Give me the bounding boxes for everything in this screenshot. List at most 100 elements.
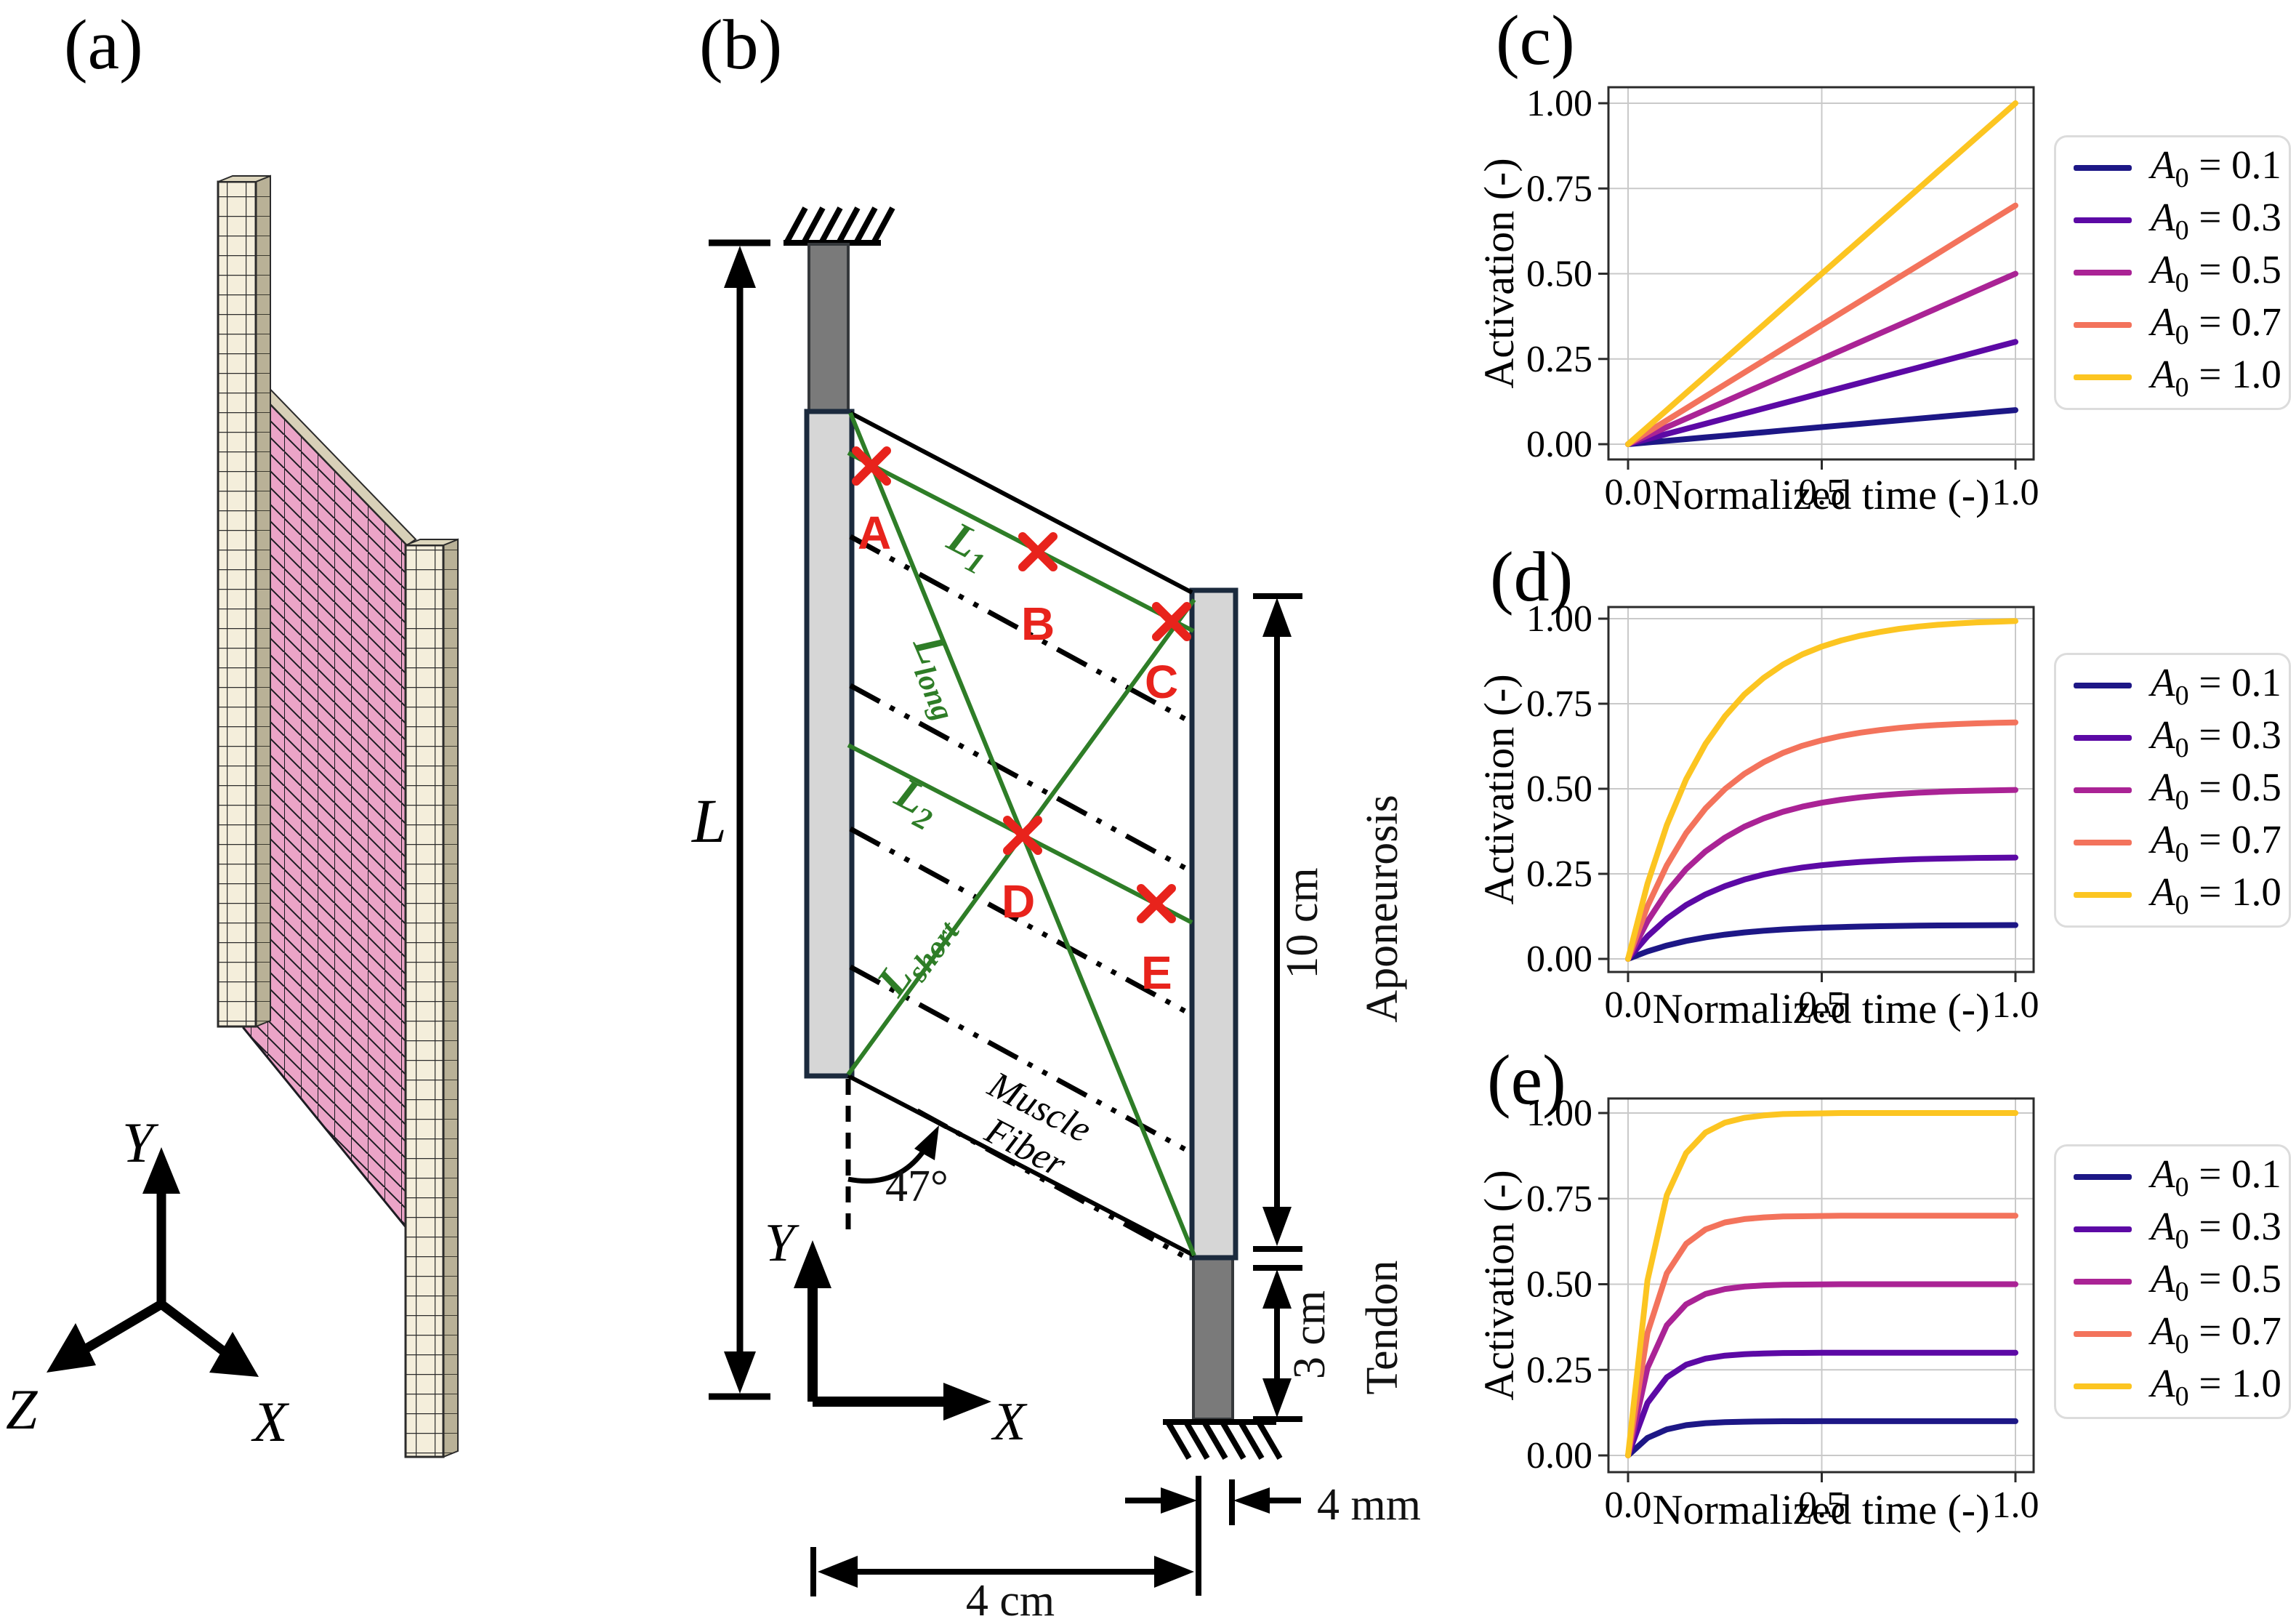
point-label-E: E xyxy=(1141,947,1172,999)
legend-label: A0 = 0.1 xyxy=(2151,142,2281,193)
y-tick-label: 0.00 xyxy=(1526,1435,1592,1477)
right-aponeurosis-strip xyxy=(1189,587,1238,1261)
legend-swatch-line xyxy=(2074,1226,2132,1232)
legend-swatch-line xyxy=(2074,1331,2132,1337)
legend-item: A0 = 0.3 xyxy=(2056,1203,2289,1256)
dimension-4cm-label: 4 cm xyxy=(966,1576,1055,1619)
panel-label-e: (e) xyxy=(1487,1041,1566,1120)
y-tick-label: 0.75 xyxy=(1526,683,1592,725)
y-tick-label: 0.25 xyxy=(1526,1349,1592,1391)
left-strip-side-face xyxy=(255,174,271,1028)
legend-chart-c: A0 = 0.1 A0 = 0.3 A0 = 0.5 A0 = 0.7 A0 = 1.0 xyxy=(2054,135,2291,410)
x-axis-label: Normalized time (-) xyxy=(1653,1486,1990,1533)
marker-D xyxy=(1003,816,1042,855)
series-line-2 xyxy=(1625,1281,2018,1458)
y-tick-label: 0.50 xyxy=(1526,1264,1592,1306)
dimension-4mm xyxy=(1125,1476,1301,1596)
legend-item: A0 = 0.1 xyxy=(2056,1151,2289,1203)
legend-chart-e: A0 = 0.1 A0 = 0.3 A0 = 0.5 A0 = 0.7 A0 = 1.0 xyxy=(2054,1144,2291,1419)
series-line-4 xyxy=(1625,1110,2018,1458)
y-tick-label: 1.00 xyxy=(1526,598,1592,640)
legend-swatch-line xyxy=(2074,270,2132,276)
series-line-4 xyxy=(1625,100,2018,447)
tendon-label: Tendon xyxy=(1358,1260,1407,1394)
tick-labels: 0.0 0.5 1.0 0.00 0.25 0.50 0.75 1.00 xyxy=(1526,598,2039,1026)
bottom-tendon-bar xyxy=(1192,1256,1234,1421)
legend-item: A0 = 0.7 xyxy=(2056,816,2289,869)
tick-marks xyxy=(1598,617,2017,982)
pennation-angle-value: 47° xyxy=(885,1162,948,1211)
muscle-fiber-lines xyxy=(849,534,1193,1264)
legend-item: A0 = 1.0 xyxy=(2056,869,2289,921)
legend-swatch-line xyxy=(2074,1174,2132,1180)
legend-item: A0 = 1.0 xyxy=(2056,1360,2289,1413)
bottom-support-hatch xyxy=(1163,1419,1283,1461)
panel-label-b: (b) xyxy=(699,6,783,84)
dimension-4mm-label: 4 mm xyxy=(1317,1480,1421,1530)
y-tick-label: 0.75 xyxy=(1526,168,1592,209)
y-tick-label: 1.00 xyxy=(1526,1093,1592,1134)
marker-E xyxy=(1137,884,1176,923)
legend-label: A0 = 1.0 xyxy=(2151,1361,2281,1412)
right-strip-side-face xyxy=(443,538,459,1458)
legend-swatch-line xyxy=(2074,892,2132,898)
right-strip-front-face xyxy=(404,544,445,1458)
x-tick-label: 1.0 xyxy=(1992,472,2039,513)
y-tick-label: 1.00 xyxy=(1526,83,1592,124)
muscle-top-edge xyxy=(849,411,1193,595)
legend-item: A0 = 0.3 xyxy=(2056,194,2289,246)
point-label-A: A xyxy=(858,507,891,559)
y-tick-label: 0.25 xyxy=(1526,339,1592,380)
legend-item: A0 = 0.1 xyxy=(2056,142,2289,194)
chart-d-activation-exponential: 0.0 0.5 1.0 0.00 0.25 0.50 0.75 1.00 Normalized … xyxy=(1475,598,2039,1032)
dimension-L xyxy=(709,239,770,1400)
point-label-D: D xyxy=(1002,875,1035,928)
x-tick-label: 0.0 xyxy=(1605,1485,1652,1526)
y-tick-label: 0.50 xyxy=(1526,768,1592,810)
legend-item: A0 = 0.7 xyxy=(2056,1308,2289,1360)
legend-swatch-line xyxy=(2074,1279,2132,1285)
series-line-3 xyxy=(1625,202,2018,447)
label-Lshort: Lshort xyxy=(867,901,967,1010)
panel-b-axis-label-y: Y xyxy=(765,1213,799,1273)
left-strip-top-cap xyxy=(217,175,271,182)
panel-b-axis-label-x: X xyxy=(991,1392,1028,1452)
label-Llong: Llong xyxy=(897,627,981,726)
series-line-3 xyxy=(1625,1213,2018,1458)
series-line-3 xyxy=(1625,719,2018,962)
marker-C xyxy=(1152,602,1191,641)
legend-label: A0 = 0.5 xyxy=(2151,765,2281,816)
panel-a-mesh-model: Y Z X xyxy=(6,174,459,1458)
series-line-0 xyxy=(1625,922,2018,962)
legend-label: A0 = 0.7 xyxy=(2151,1309,2281,1359)
legend-label: A0 = 0.5 xyxy=(2151,1256,2281,1307)
chart-c-activation-linear: 0.0 0.5 1.0 0.00 0.25 0.50 0.75 1.00 Normalized … xyxy=(1475,83,2039,518)
tick-labels: 0.0 0.5 1.0 0.00 0.25 0.50 0.75 1.00 xyxy=(1526,83,2039,513)
muscle-bottom-edge xyxy=(847,1074,1196,1258)
series-line-1 xyxy=(1625,854,2018,962)
dimension-4cm xyxy=(810,1547,1194,1596)
x-axis-label: Normalized time (-) xyxy=(1653,985,1990,1032)
y-axis-label: Activation (-) xyxy=(1475,674,1523,904)
legend-swatch-line xyxy=(2074,787,2132,793)
marker-B xyxy=(1018,532,1058,571)
top-tendon-bar xyxy=(807,243,850,413)
point-label-C: C xyxy=(1145,656,1178,708)
legend-swatch-line xyxy=(2074,1383,2132,1389)
label-L1: L1 xyxy=(936,513,1000,582)
point-label-B: B xyxy=(1021,598,1055,650)
legend-swatch-line xyxy=(2074,217,2132,223)
panel-b-schematic: L1 Llong L2 Lshort A B C D E Muscle Fibe… xyxy=(690,206,1421,1619)
series-line-1 xyxy=(1625,1349,2018,1458)
chart-e-activation-fast-exponential: 0.0 0.5 1.0 0.00 0.25 0.50 0.75 1.00 Normalized … xyxy=(1475,1093,2039,1533)
top-support-hatch xyxy=(784,206,895,246)
series-line-2 xyxy=(1625,270,2018,447)
muscle-fiber-text: Muscle Fiber xyxy=(978,1064,1098,1186)
right-strip-top-cap xyxy=(405,539,459,546)
legend-label: A0 = 0.3 xyxy=(2151,195,2281,246)
legend-swatch-line xyxy=(2074,735,2132,741)
legend-chart-d: A0 = 0.1 A0 = 0.3 A0 = 0.5 A0 = 0.7 A0 = 1.0 xyxy=(2054,653,2291,928)
x-tick-label: 1.0 xyxy=(1992,1485,2039,1526)
tick-marks xyxy=(1598,1112,2017,1482)
left-strip-front-face xyxy=(217,180,257,1028)
